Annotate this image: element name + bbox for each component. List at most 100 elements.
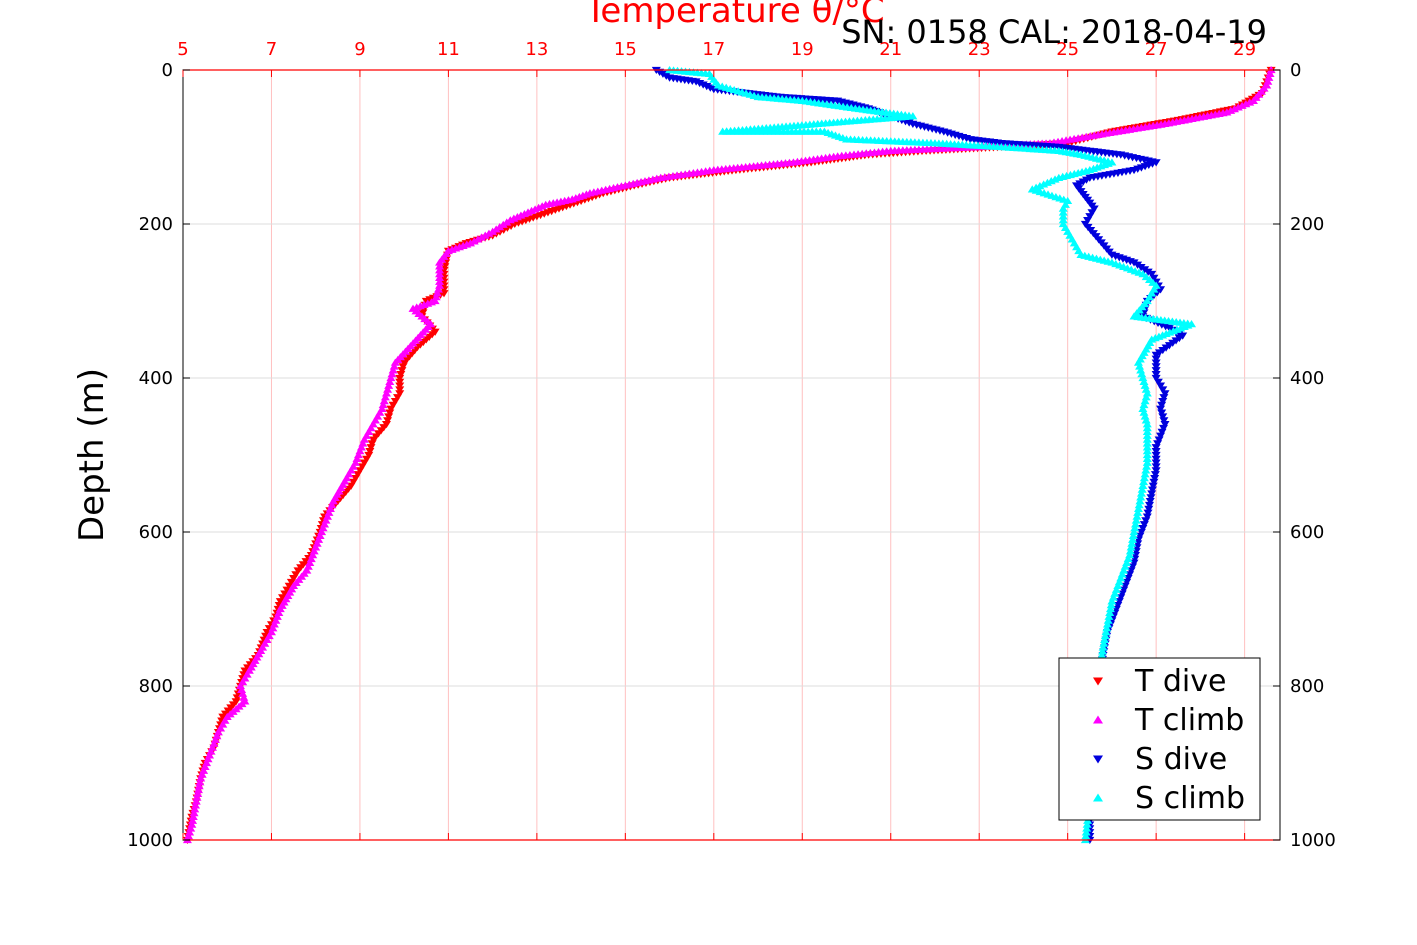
- data-point: [1142, 450, 1152, 459]
- data-point: [1156, 382, 1166, 390]
- data-point: [1130, 524, 1140, 532]
- data-point: [1139, 377, 1149, 385]
- data-point: [1146, 494, 1156, 502]
- data-point: [367, 440, 377, 448]
- data-point: [378, 400, 388, 409]
- data-point: [1147, 490, 1157, 498]
- data-point: [1151, 363, 1161, 371]
- x-tick-label: 5: [177, 39, 188, 60]
- data-point: [1129, 527, 1139, 536]
- x-tick-label: 9: [354, 39, 365, 60]
- data-point: [435, 258, 445, 266]
- data-point: [1099, 639, 1109, 647]
- data-point: [187, 820, 197, 828]
- data-point: [1087, 209, 1097, 217]
- data-point: [239, 693, 249, 701]
- data-point: [291, 571, 301, 579]
- data-point: [388, 401, 398, 409]
- data-point: [1157, 409, 1167, 417]
- data-point: [1151, 459, 1161, 467]
- data-point: [1145, 498, 1155, 506]
- data-point: [1082, 824, 1092, 832]
- data-point: [1144, 505, 1154, 513]
- data-point: [383, 385, 393, 393]
- x-tick-label: 19: [791, 39, 814, 60]
- data-point: [418, 309, 428, 317]
- data-point: [388, 366, 398, 374]
- y-tick-label-left: 0: [162, 60, 173, 81]
- data-point: [289, 575, 299, 583]
- data-point: [185, 828, 195, 836]
- data-point: [395, 374, 405, 383]
- data-point: [1151, 374, 1161, 383]
- data-point: [384, 413, 394, 421]
- data-point: [395, 386, 405, 394]
- data-point: [380, 393, 390, 401]
- data-point: [1141, 466, 1151, 474]
- chart-legend: T dive T climb S dive S climb: [1058, 657, 1261, 821]
- data-point: [191, 797, 201, 805]
- data-point: [379, 397, 389, 405]
- data-point: [1151, 448, 1161, 456]
- data-point: [390, 358, 400, 366]
- data-point: [1142, 439, 1152, 447]
- data-point: [1151, 355, 1161, 363]
- y-tick-label-right: 800: [1290, 676, 1324, 697]
- data-point: [188, 812, 198, 821]
- legend-label: T climb: [1134, 703, 1244, 738]
- data-point: [1151, 451, 1161, 460]
- data-point: [1151, 455, 1161, 463]
- data-point: [359, 459, 369, 467]
- data-point: [364, 451, 374, 460]
- data-point: [191, 801, 201, 809]
- data-point: [1139, 477, 1149, 486]
- data-point: [1126, 543, 1136, 551]
- data-point: [1157, 401, 1167, 409]
- data-point: [1150, 474, 1160, 483]
- data-point: [1151, 359, 1161, 367]
- data-point: [1058, 216, 1068, 224]
- data-point: [192, 793, 202, 801]
- data-point: [188, 816, 198, 824]
- data-point: [1137, 485, 1147, 493]
- data-point: [1082, 820, 1092, 828]
- x-tick-label: 13: [525, 39, 548, 60]
- data-point: [280, 590, 290, 598]
- data-point: [1136, 528, 1146, 537]
- data-points: [182, 65, 1276, 845]
- data-point: [421, 297, 431, 306]
- data-point: [1098, 643, 1108, 651]
- data-point: [435, 273, 445, 282]
- data-point: [1058, 212, 1068, 220]
- data-point: [435, 281, 445, 289]
- data-point: [1138, 373, 1148, 382]
- data-point: [1149, 478, 1159, 486]
- data-point: [1128, 531, 1138, 539]
- data-point: [1107, 597, 1117, 605]
- x-axis-ticks: 5 7 9 11 13 15 17 19 21 23 25 27 29: [177, 39, 1256, 840]
- data-point: [194, 782, 204, 790]
- data-point: [193, 785, 203, 794]
- x-axis-title: Temperature θ/°C: [584, 0, 884, 31]
- y-tick-label-left: 200: [139, 214, 173, 235]
- data-point: [1264, 73, 1274, 81]
- y-tick-label-right: 0: [1290, 60, 1301, 81]
- data-point: [395, 390, 405, 398]
- data-point: [387, 370, 397, 378]
- y-axis-ticks: 0 0 200 200 400 400 600 600 800 800 1000 1000: [127, 60, 1336, 851]
- data-point: [196, 774, 206, 782]
- data-point: [1153, 440, 1163, 448]
- data-point: [240, 667, 250, 675]
- y-tick-label-left: 400: [139, 368, 173, 389]
- data-point: [381, 389, 391, 397]
- data-point: [236, 681, 246, 690]
- data-point: [1147, 486, 1157, 494]
- data-point: [284, 582, 294, 590]
- data-point: [186, 824, 196, 832]
- legend-label: S climb: [1135, 781, 1245, 816]
- data-point: [1132, 512, 1142, 520]
- data-point: [355, 467, 365, 475]
- data-point: [383, 417, 393, 425]
- legend-label: T dive: [1134, 664, 1226, 699]
